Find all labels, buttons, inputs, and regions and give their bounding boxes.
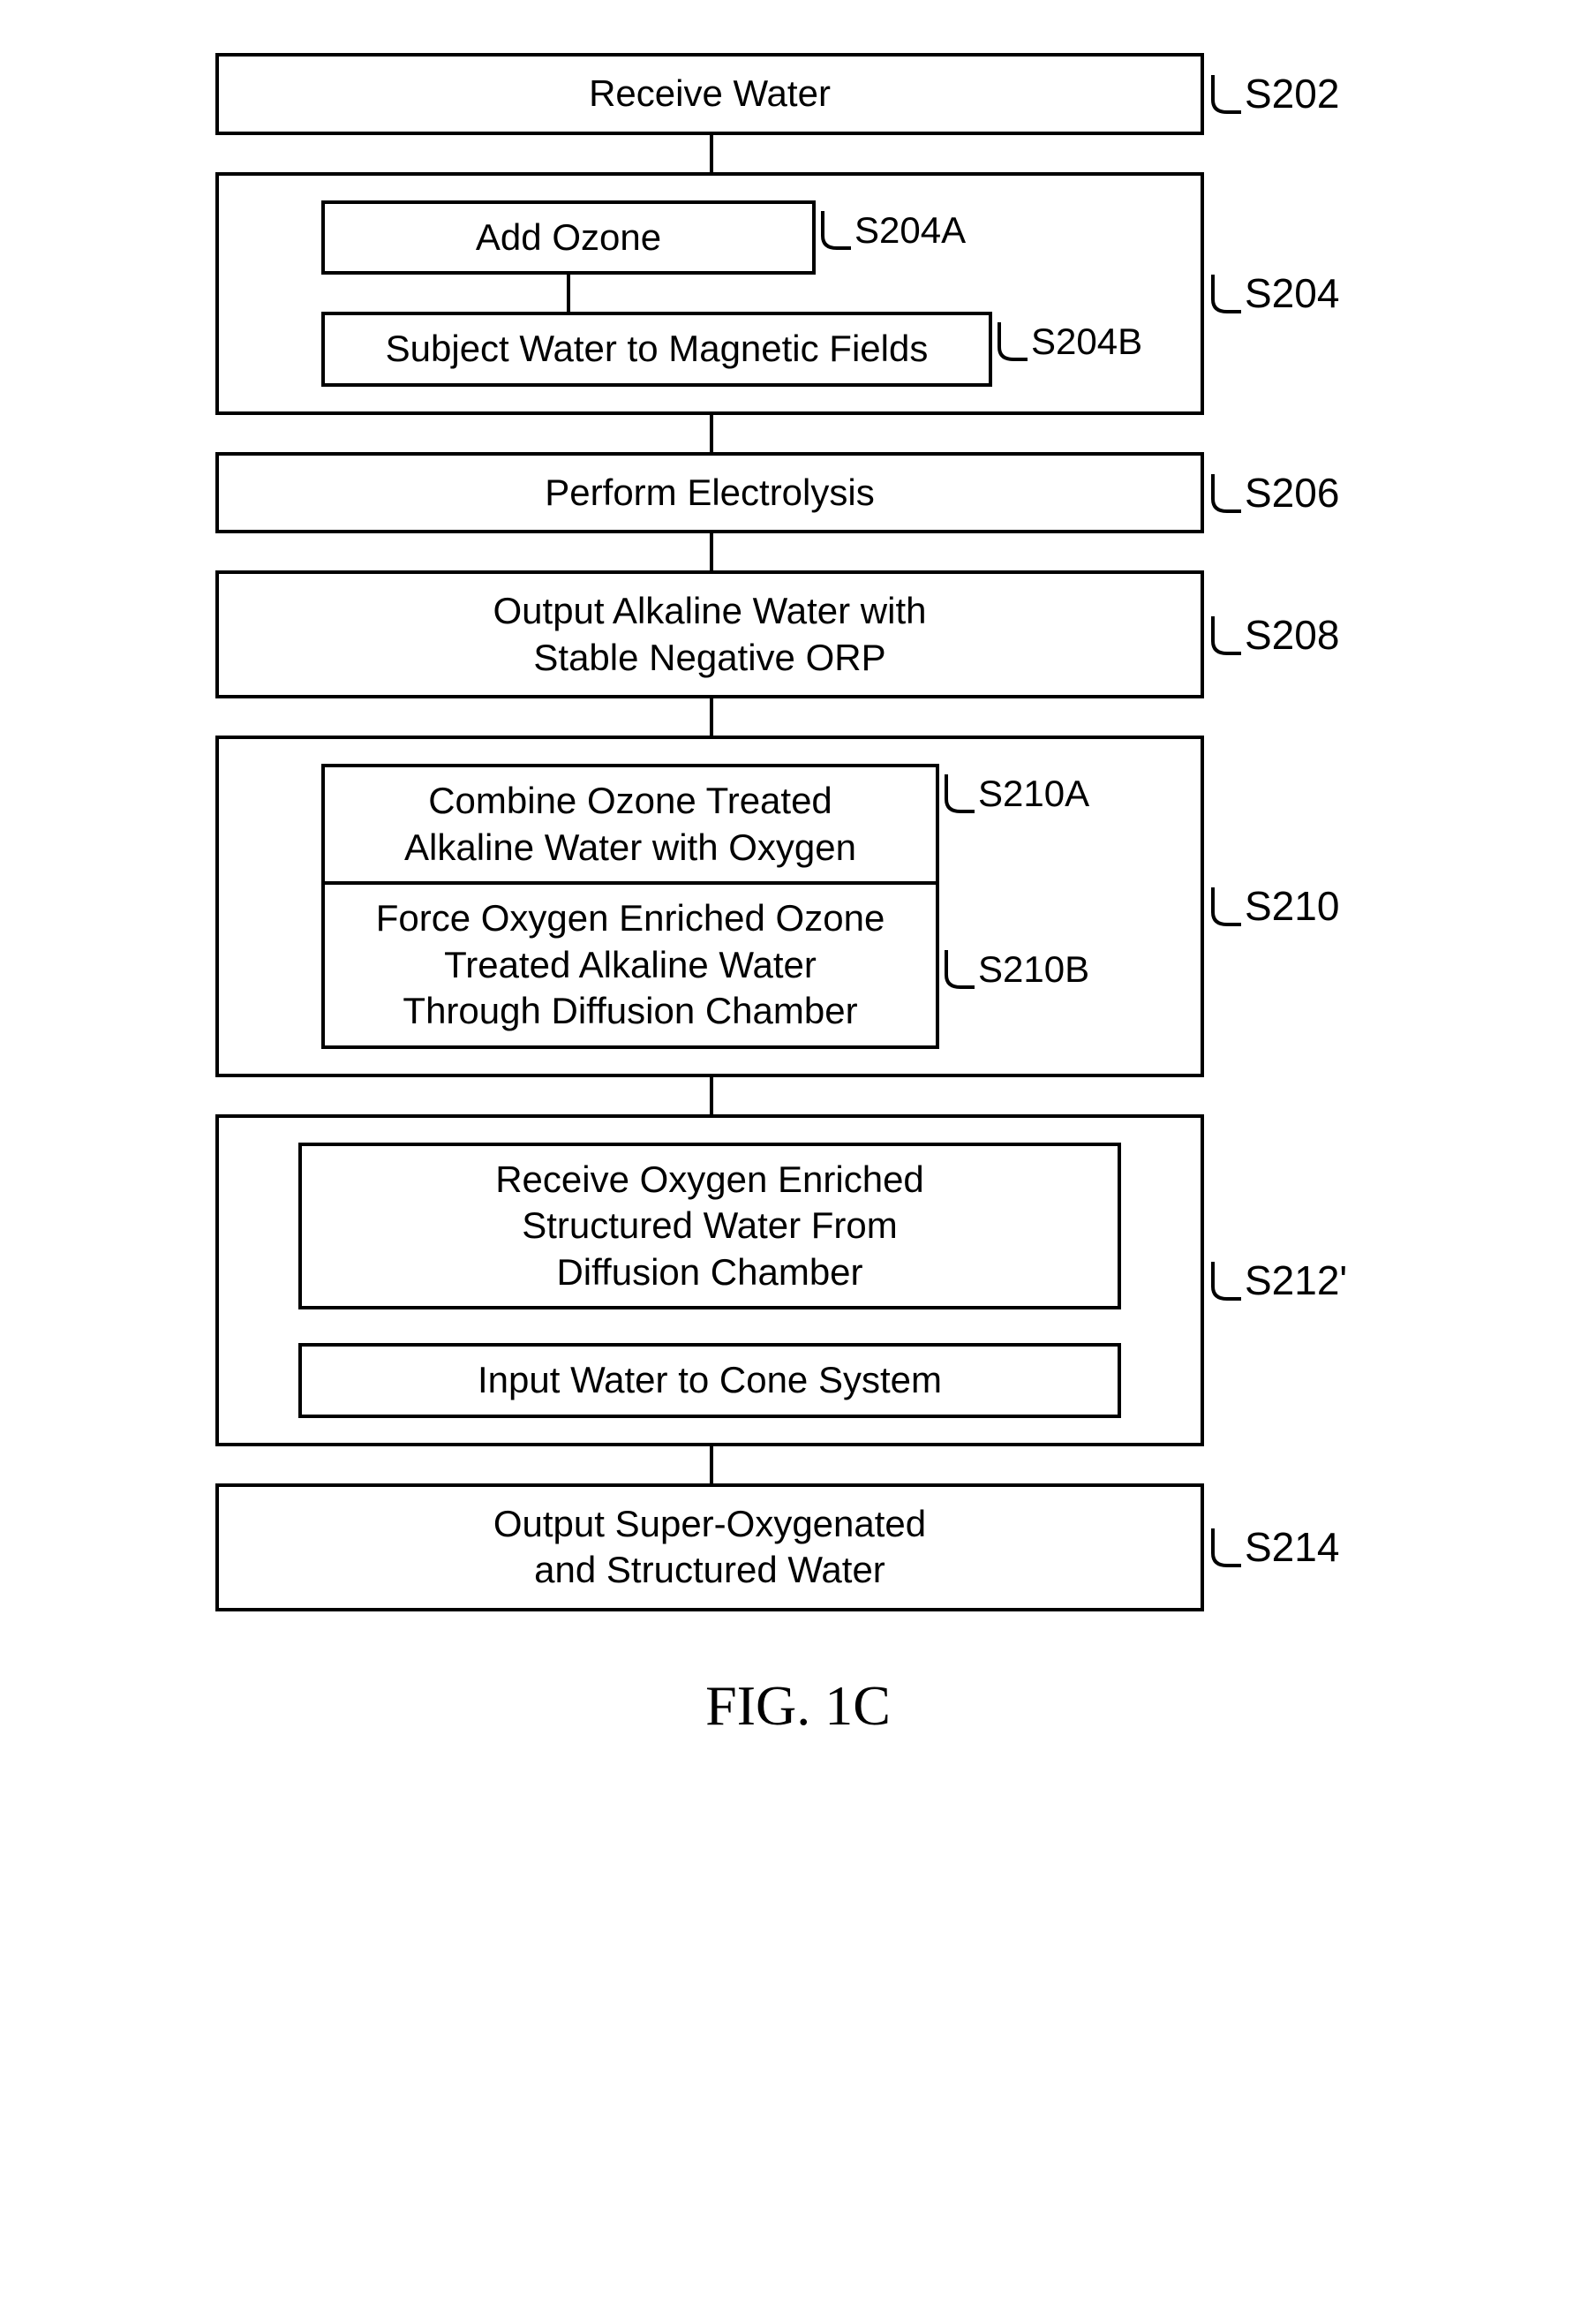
step-s206-box: Perform Electrolysis bbox=[215, 452, 1204, 534]
step-s210b-text: Force Oxygen Enriched OzoneTreated Alkal… bbox=[376, 897, 885, 1031]
flowchart: Receive Water S202 Add Ozone S204A bbox=[180, 53, 1416, 1739]
step-s210b-label-text: S210B bbox=[978, 948, 1089, 991]
step-s208-text: Output Alkaline Water withStable Negativ… bbox=[493, 590, 927, 678]
step-s204-label-text: S204 bbox=[1245, 269, 1339, 317]
step-s206-text: Perform Electrolysis bbox=[545, 472, 874, 513]
step-s204b-label: S204B bbox=[998, 312, 1142, 363]
step-s204b-row: Subject Water to Magnetic Fields S204B bbox=[321, 312, 1174, 387]
step-s214-text: Output Super-Oxygenatedand Structured Wa… bbox=[493, 1503, 926, 1591]
step-s214-label-text: S214 bbox=[1245, 1523, 1339, 1571]
step-s204a-box: Add Ozone bbox=[321, 200, 816, 275]
step-s212b-box: Input Water to Cone System bbox=[298, 1343, 1121, 1418]
step-s214-box: Output Super-Oxygenatedand Structured Wa… bbox=[215, 1483, 1204, 1611]
step-s202-label: S202 bbox=[1211, 70, 1339, 117]
hook-icon bbox=[1211, 886, 1241, 926]
step-s214-label: S214 bbox=[1211, 1523, 1339, 1571]
step-s214-row: Output Super-Oxygenatedand Structured Wa… bbox=[180, 1483, 1416, 1611]
step-s204b-text: Subject Water to Magnetic Fields bbox=[386, 328, 929, 369]
step-s212a-text: Receive Oxygen EnrichedStructured Water … bbox=[495, 1158, 924, 1293]
step-s204a-text: Add Ozone bbox=[476, 216, 661, 258]
step-s210a-label-text: S210A bbox=[978, 773, 1089, 815]
step-s210a-text: Combine Ozone TreatedAlkaline Water with… bbox=[404, 780, 856, 868]
step-s212-row: Receive Oxygen EnrichedStructured Water … bbox=[180, 1114, 1416, 1446]
step-s210b-row: Force Oxygen Enriched OzoneTreated Alkal… bbox=[321, 881, 1174, 1049]
step-s210-label-text: S210 bbox=[1245, 882, 1339, 930]
step-s208-box: Output Alkaline Water withStable Negativ… bbox=[215, 570, 1204, 698]
figure-label: FIG. 1C bbox=[180, 1673, 1416, 1739]
hook-icon bbox=[1211, 615, 1241, 655]
step-s202-box: Receive Water bbox=[215, 53, 1204, 135]
step-s212-container: Receive Oxygen EnrichedStructured Water … bbox=[215, 1114, 1204, 1446]
step-s208-label: S208 bbox=[1211, 611, 1339, 659]
step-s202-row: Receive Water S202 bbox=[180, 53, 1416, 135]
figure-label-text: FIG. 1C bbox=[705, 1674, 891, 1737]
step-s208-row: Output Alkaline Water withStable Negativ… bbox=[180, 570, 1416, 698]
hook-icon bbox=[945, 948, 975, 989]
connector bbox=[710, 415, 713, 452]
step-s206-row: Perform Electrolysis S206 bbox=[180, 452, 1416, 534]
step-s210-label: S210 bbox=[1211, 882, 1339, 930]
step-s202-label-text: S202 bbox=[1245, 70, 1339, 117]
hook-icon bbox=[1211, 273, 1241, 313]
step-s210a-label: S210A bbox=[945, 764, 1089, 815]
step-s212-label-text: S212' bbox=[1245, 1256, 1347, 1304]
step-s210-row: Combine Ozone TreatedAlkaline Water with… bbox=[180, 736, 1416, 1077]
connector bbox=[567, 275, 570, 312]
step-s206-label-text: S206 bbox=[1245, 469, 1339, 517]
step-s210-container: Combine Ozone TreatedAlkaline Water with… bbox=[215, 736, 1204, 1077]
hook-icon bbox=[998, 321, 1028, 361]
hook-icon bbox=[1211, 73, 1241, 114]
step-s210a-box: Combine Ozone TreatedAlkaline Water with… bbox=[321, 764, 939, 885]
step-s210b-label: S210B bbox=[945, 939, 1089, 991]
hook-icon bbox=[945, 773, 975, 813]
connector bbox=[710, 533, 713, 570]
step-s208-label-text: S208 bbox=[1245, 611, 1339, 659]
step-s204-container: Add Ozone S204A Subject Water to Magneti… bbox=[215, 172, 1204, 415]
hook-icon bbox=[821, 209, 851, 250]
step-s204b-box: Subject Water to Magnetic Fields bbox=[321, 312, 992, 387]
step-s204a-label-text: S204A bbox=[854, 209, 966, 252]
step-s212b-text: Input Water to Cone System bbox=[478, 1359, 942, 1400]
step-s206-label: S206 bbox=[1211, 469, 1339, 517]
connector bbox=[710, 135, 713, 172]
step-s210b-box: Force Oxygen Enriched OzoneTreated Alkal… bbox=[321, 881, 939, 1049]
hook-icon bbox=[1211, 472, 1241, 513]
step-s212a-box: Receive Oxygen EnrichedStructured Water … bbox=[298, 1143, 1121, 1310]
connector bbox=[710, 1446, 713, 1483]
connector bbox=[710, 698, 713, 736]
hook-icon bbox=[1211, 1527, 1241, 1567]
step-s202-text: Receive Water bbox=[589, 72, 831, 114]
step-s210a-row: Combine Ozone TreatedAlkaline Water with… bbox=[321, 764, 1174, 885]
step-s204b-label-text: S204B bbox=[1031, 321, 1142, 363]
step-s212-label: S212' bbox=[1211, 1256, 1347, 1304]
hook-icon bbox=[1211, 1260, 1241, 1301]
step-s204a-label: S204A bbox=[821, 200, 966, 252]
step-s204-row: Add Ozone S204A Subject Water to Magneti… bbox=[180, 172, 1416, 415]
step-s204-label: S204 bbox=[1211, 269, 1339, 317]
step-s204a-row: Add Ozone S204A bbox=[321, 200, 1174, 275]
connector bbox=[710, 1077, 713, 1114]
